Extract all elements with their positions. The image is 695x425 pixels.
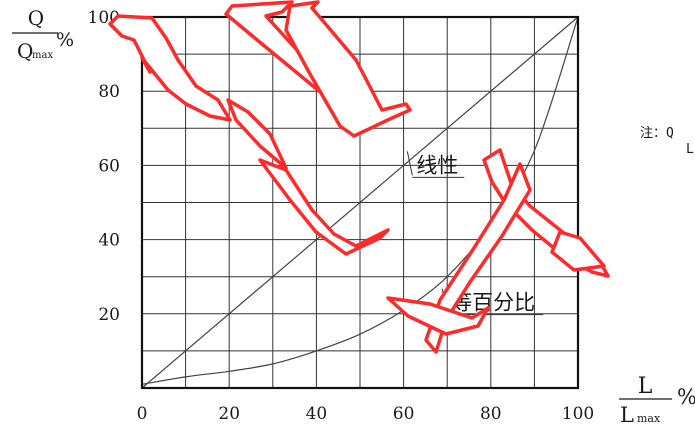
side-note: 注：Q L xyxy=(640,126,694,157)
side-note-line-1: 注：Q xyxy=(640,126,674,141)
y-unit-denominator: Q xyxy=(17,39,33,63)
x-tick-label: 20 xyxy=(218,404,240,424)
y-axis-unit-label: Q Q max % xyxy=(12,6,74,63)
x-tick-label: 80 xyxy=(480,404,502,424)
y-tick-label: 60 xyxy=(98,156,120,176)
x-unit-numerator: L xyxy=(638,374,653,399)
series-line-linear xyxy=(141,16,579,389)
x-axis-unit-label: L L max % xyxy=(619,374,695,425)
y-tick-label: 80 xyxy=(98,82,120,102)
x-tick-label: 40 xyxy=(306,404,328,424)
x-unit-percent: % xyxy=(677,385,695,409)
y-unit-percent: % xyxy=(56,29,74,51)
y-tick-label: 40 xyxy=(98,231,120,251)
series-label-leader xyxy=(406,151,413,176)
watermark-letter-l-lower xyxy=(226,98,288,170)
x-unit-denominator-sub: max xyxy=(637,412,661,425)
watermark-letter-x-foot xyxy=(386,296,490,336)
plot-frame xyxy=(140,15,580,390)
y-tick-label: 20 xyxy=(98,305,120,325)
y-unit-numerator: Q xyxy=(28,6,44,30)
x-unit-denominator: L xyxy=(620,403,634,425)
side-note-line-2: L xyxy=(686,142,694,157)
x-tick-label: 60 xyxy=(393,404,415,424)
x-tick-label: 0 xyxy=(137,404,148,424)
watermark-logo xyxy=(108,0,610,354)
series-label: 线性 xyxy=(416,153,458,177)
series-label: 等百分比 xyxy=(451,291,535,315)
watermark-letter-l-foot xyxy=(258,158,390,256)
watermark-letter-x-cap xyxy=(550,230,606,272)
watermark-letter-l-tall xyxy=(284,0,412,138)
watermark-letter-c xyxy=(108,14,232,122)
watermark-letter-x-stroke-b xyxy=(424,162,532,354)
x-tick-label: 100 xyxy=(562,404,594,424)
y-unit-denominator-sub: max xyxy=(32,50,53,61)
